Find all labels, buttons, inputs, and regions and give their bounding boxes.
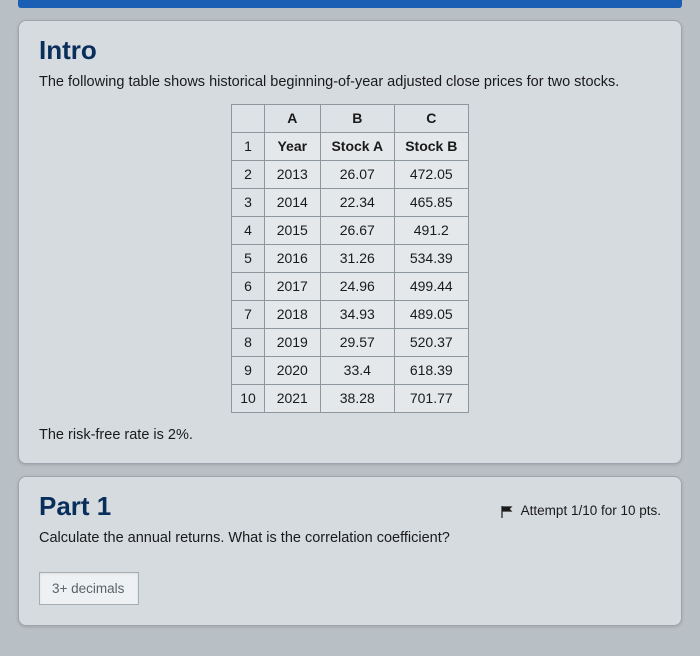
table-row: 10202138.28701.77	[232, 384, 469, 412]
answer-input[interactable]: 3+ decimals	[39, 572, 139, 605]
row-number: 1	[232, 132, 265, 160]
cell-year: 2018	[264, 300, 320, 328]
table-row: 5201631.26534.39	[232, 244, 469, 272]
cell-year: 2017	[264, 272, 320, 300]
data-table-wrap: A B C 1YearStock AStock B2201326.07472.0…	[39, 104, 661, 413]
cell-year: 2016	[264, 244, 320, 272]
row-number: 5	[232, 244, 265, 272]
table-row: 1YearStock AStock B	[232, 132, 469, 160]
row-number: 3	[232, 188, 265, 216]
cell-year: 2020	[264, 356, 320, 384]
cell-stock-a: 33.4	[320, 356, 394, 384]
cell-stock-a: 31.26	[320, 244, 394, 272]
row-number: 7	[232, 300, 265, 328]
cell-stock-b: 520.37	[394, 328, 468, 356]
cell-stock-a: 26.67	[320, 216, 394, 244]
cell-year: 2019	[264, 328, 320, 356]
cell-year: 2021	[264, 384, 320, 412]
table-row: 9202033.4618.39	[232, 356, 469, 384]
row-number: 8	[232, 328, 265, 356]
corner-cell	[232, 104, 265, 132]
cell-stock-b: Stock B	[394, 132, 468, 160]
col-header-a: A	[264, 104, 320, 132]
intro-description: The following table shows historical beg…	[39, 72, 661, 94]
table-row: 6201724.96499.44	[232, 272, 469, 300]
cell-stock-a: 38.28	[320, 384, 394, 412]
table-row: 3201422.34465.85	[232, 188, 469, 216]
column-letter-row: A B C	[232, 104, 469, 132]
answer-placeholder: 3+ decimals	[52, 581, 124, 596]
table-body: 1YearStock AStock B2201326.07472.0532014…	[232, 132, 469, 412]
cell-stock-a: 34.93	[320, 300, 394, 328]
part1-title: Part 1	[39, 491, 111, 522]
cell-year: 2013	[264, 160, 320, 188]
intro-footer: The risk-free rate is 2%.	[39, 427, 661, 443]
table-row: 7201834.93489.05	[232, 300, 469, 328]
intro-title: Intro	[39, 35, 661, 66]
attempt-info: Attempt 1/10 for 10 pts.	[501, 503, 661, 518]
cell-stock-b: 618.39	[394, 356, 468, 384]
row-number: 4	[232, 216, 265, 244]
flag-icon	[501, 506, 513, 516]
cell-stock-b: 472.05	[394, 160, 468, 188]
table-row: 8201929.57520.37	[232, 328, 469, 356]
row-number: 10	[232, 384, 265, 412]
attempt-text: Attempt 1/10 for 10 pts.	[521, 503, 661, 518]
cell-year: 2015	[264, 216, 320, 244]
table-row: 4201526.67491.2	[232, 216, 469, 244]
cell-stock-b: 534.39	[394, 244, 468, 272]
col-header-b: B	[320, 104, 394, 132]
cell-year: 2014	[264, 188, 320, 216]
cell-year: Year	[264, 132, 320, 160]
part1-card: Part 1 Attempt 1/10 for 10 pts. Calculat…	[18, 476, 682, 626]
cell-stock-b: 499.44	[394, 272, 468, 300]
top-accent-bar	[18, 0, 682, 8]
part1-header: Part 1 Attempt 1/10 for 10 pts.	[39, 491, 661, 528]
page-container: Intro The following table shows historic…	[0, 20, 700, 656]
cell-stock-a: 24.96	[320, 272, 394, 300]
table-row: 2201326.07472.05	[232, 160, 469, 188]
cell-stock-a: 29.57	[320, 328, 394, 356]
row-number: 2	[232, 160, 265, 188]
data-table: A B C 1YearStock AStock B2201326.07472.0…	[231, 104, 469, 413]
row-number: 6	[232, 272, 265, 300]
cell-stock-b: 491.2	[394, 216, 468, 244]
cell-stock-b: 465.85	[394, 188, 468, 216]
cell-stock-a: 26.07	[320, 160, 394, 188]
cell-stock-b: 701.77	[394, 384, 468, 412]
cell-stock-a: 22.34	[320, 188, 394, 216]
row-number: 9	[232, 356, 265, 384]
intro-card: Intro The following table shows historic…	[18, 20, 682, 464]
cell-stock-a: Stock A	[320, 132, 394, 160]
part1-question: Calculate the annual returns. What is th…	[39, 528, 661, 550]
cell-stock-b: 489.05	[394, 300, 468, 328]
col-header-c: C	[394, 104, 468, 132]
